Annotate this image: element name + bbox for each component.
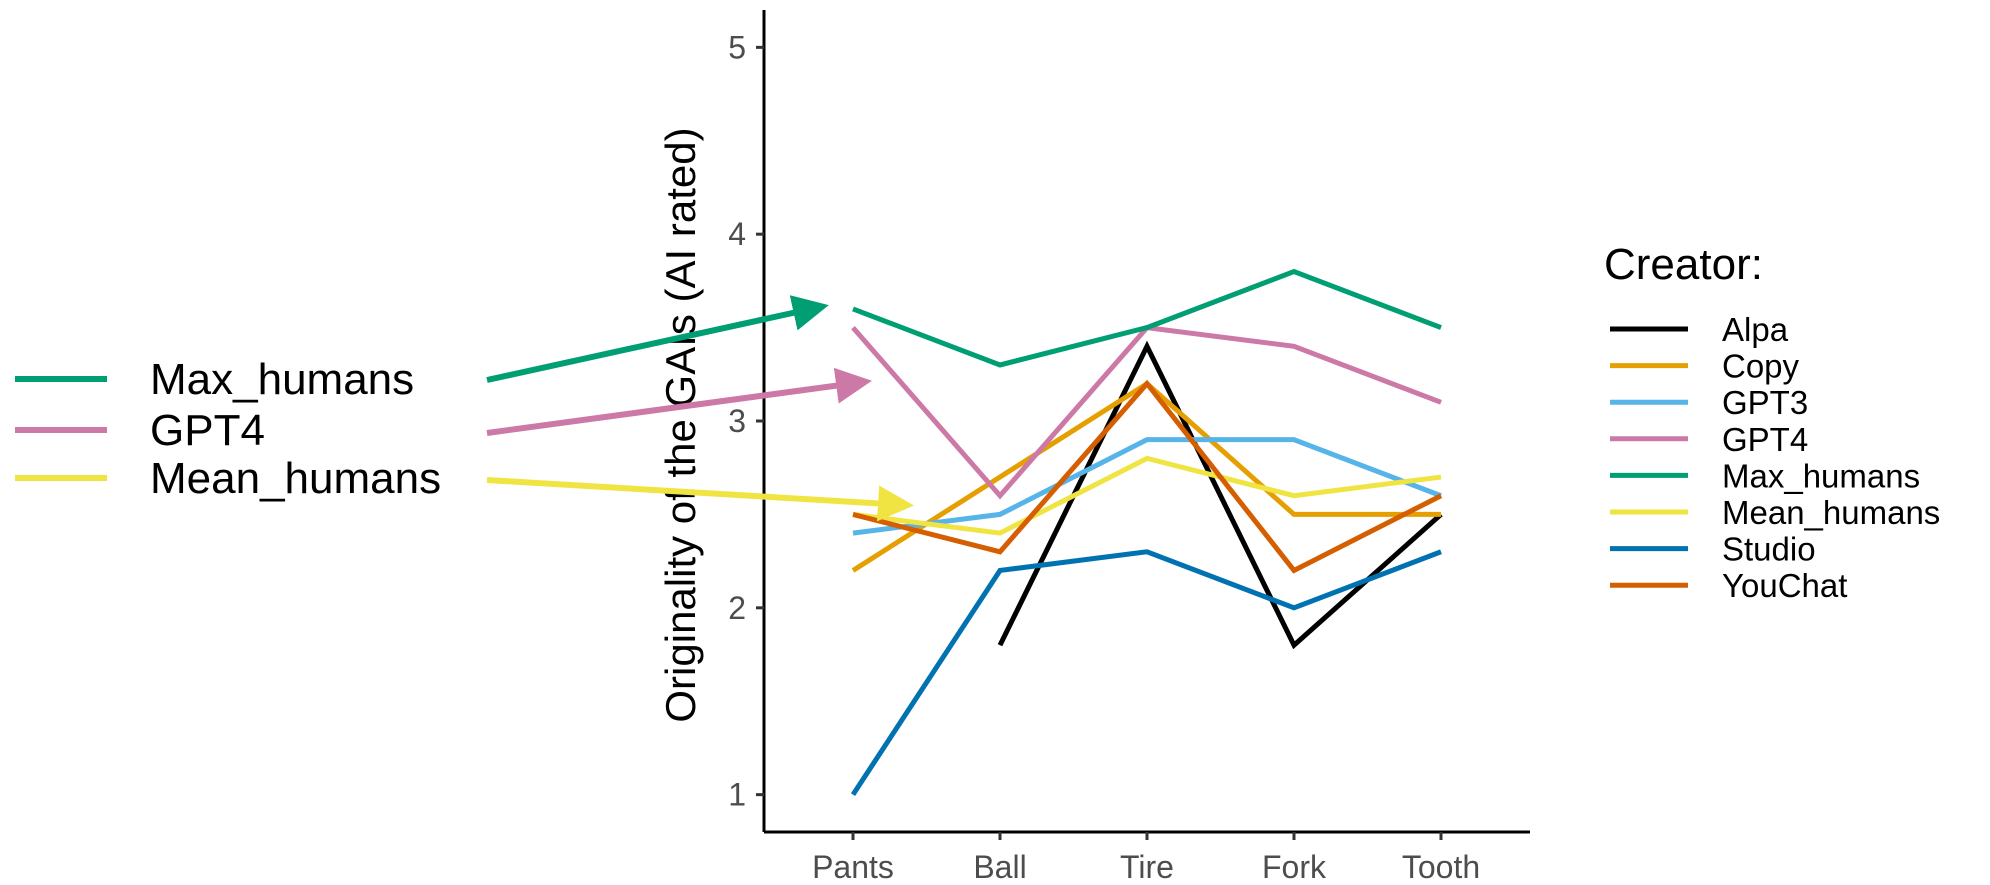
y-tick-label: 4 <box>728 216 746 252</box>
y-tick-label: 1 <box>728 777 746 813</box>
legend-items: AlpaCopyGPT3GPT4Max_humansMean_humansStu… <box>1610 311 1940 604</box>
callout-max-humans: Max_humans <box>15 295 829 404</box>
legend-label: GPT4 <box>1722 421 1808 458</box>
legend-label: Studio <box>1722 531 1816 568</box>
x-tick-label-fork: Fork <box>1262 849 1327 885</box>
y-tick-label: 5 <box>728 29 746 65</box>
legend-item-studio: Studio <box>1610 531 1816 568</box>
legend-label: GPT3 <box>1722 384 1808 421</box>
series-line-max-humans <box>852 268 1442 368</box>
series-lines <box>850 268 1443 797</box>
legend-label: YouChat <box>1722 567 1847 604</box>
y-axis-ticks: 1 2 3 4 5 <box>728 29 764 813</box>
legend: Creator: AlpaCopyGPT3GPT4Max_humansMean_… <box>1604 240 1940 604</box>
x-tick-label-tooth: Tooth <box>1402 849 1480 885</box>
y-axis-title: Originality of the GAIs (AI rated) <box>657 127 704 722</box>
x-tick-label-pants: Pants <box>812 849 894 885</box>
series-line-gpt3 <box>852 437 1442 536</box>
legend-title: Creator: <box>1604 240 1763 289</box>
callout-arrow <box>486 295 829 383</box>
legend-item-mean-humans: Mean_humans <box>1610 494 1940 531</box>
callout-arrow <box>486 367 872 436</box>
legend-item-copy: Copy <box>1610 348 1800 385</box>
callout-label: GPT4 <box>150 406 265 455</box>
y-tick-label: 2 <box>728 590 746 626</box>
legend-label: Alpa <box>1722 311 1789 348</box>
series-line-youchat <box>852 379 1443 574</box>
callout-arrow <box>486 477 914 522</box>
y-tick-label: 3 <box>728 403 746 439</box>
legend-item-gpt4: GPT4 <box>1610 421 1808 458</box>
x-tick-label-tire: Tire <box>1120 849 1174 885</box>
legend-label: Copy <box>1722 348 1800 385</box>
series-line-alpa <box>997 340 1443 650</box>
x-axis-ticks: Pants Ball Tire Fork Tooth <box>812 832 1480 885</box>
x-tick-label-ball: Ball <box>973 849 1026 885</box>
legend-item-max-humans: Max_humans <box>1610 457 1920 494</box>
callout-mean-humans: Mean_humans <box>15 454 914 522</box>
legend-label: Mean_humans <box>1722 494 1940 531</box>
legend-item-gpt3: GPT3 <box>1610 384 1808 421</box>
series-line-studio <box>850 549 1442 797</box>
legend-item-youchat: YouChat <box>1610 567 1847 604</box>
series-line-mean-humans <box>852 455 1442 536</box>
series-line-gpt4 <box>851 324 1442 500</box>
callout-label: Max_humans <box>150 355 414 404</box>
legend-item-alpa: Alpa <box>1610 311 1789 348</box>
callout-label: Mean_humans <box>150 454 441 503</box>
callout-gpt4: GPT4 <box>15 367 872 455</box>
legend-label: Max_humans <box>1722 457 1920 494</box>
